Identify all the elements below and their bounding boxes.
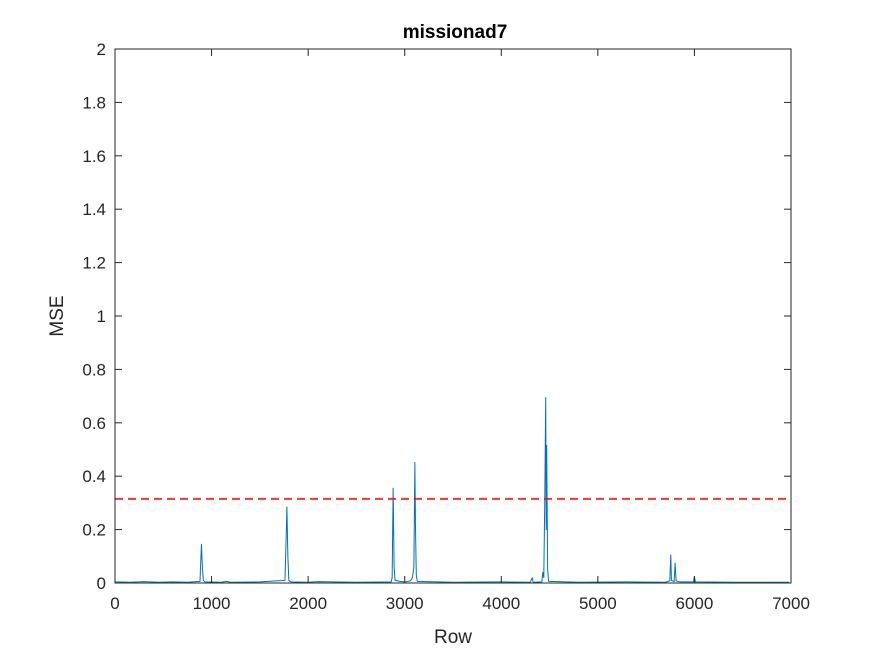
y-axis-label: MSE [47,295,68,336]
y-tick-label: 0.2 [82,521,106,540]
chart-title: missionad7 [403,22,508,43]
plot-area [114,396,790,583]
x-tick-label: 4000 [482,594,520,613]
axes-frame [114,48,792,584]
y-axis: 0 0.2 0.4 0.6 0.8 1 1.2 1.4 1.6 1.8 2 [82,40,791,593]
x-tick-label: 5000 [579,594,617,613]
y-tick-label: 1.2 [82,254,106,273]
series-line [114,396,790,583]
x-axis: 0 1000 2000 3000 4000 5000 6000 7000 [110,49,810,613]
x-tick-label: 6000 [676,594,714,613]
x-axis-label: Row [434,627,472,648]
x-tick-label: 0 [110,594,119,613]
axes-box [114,48,792,584]
y-tick-label: 0.8 [82,360,106,379]
x-tick-label: 3000 [386,594,424,613]
y-tick-label: 1.6 [82,147,106,166]
y-tick-label: 0.4 [82,467,106,486]
x-tick-label: 1000 [193,594,231,613]
y-tick-label: 1 [97,307,106,326]
y-tick-label: 0 [97,574,106,593]
y-tick-label: 1.4 [82,200,106,219]
y-tick-label: 1.8 [82,93,106,112]
y-tick-label: 2 [97,40,106,59]
y-tick-label: 0.6 [82,414,106,433]
x-tick-label: 7000 [772,594,810,613]
x-tick-label: 2000 [289,594,327,613]
